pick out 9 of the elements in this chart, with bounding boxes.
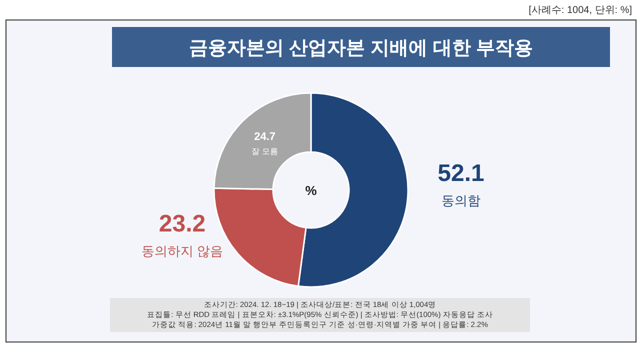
data-label: 52.1	[438, 160, 484, 187]
data-label: 24.7	[254, 130, 276, 143]
data-label: 23.2	[158, 210, 206, 238]
text: %	[305, 183, 318, 198]
slice-label: 잘 모름	[252, 146, 278, 156]
chart-title: 금융자본의 산업자본 지배에 대한 부작용	[188, 38, 534, 59]
text: [사례수: 1004, 단위: %]	[528, 5, 632, 16]
slice-label: 동의하지 않음	[141, 243, 224, 258]
slice-label: 동의함	[442, 192, 481, 208]
